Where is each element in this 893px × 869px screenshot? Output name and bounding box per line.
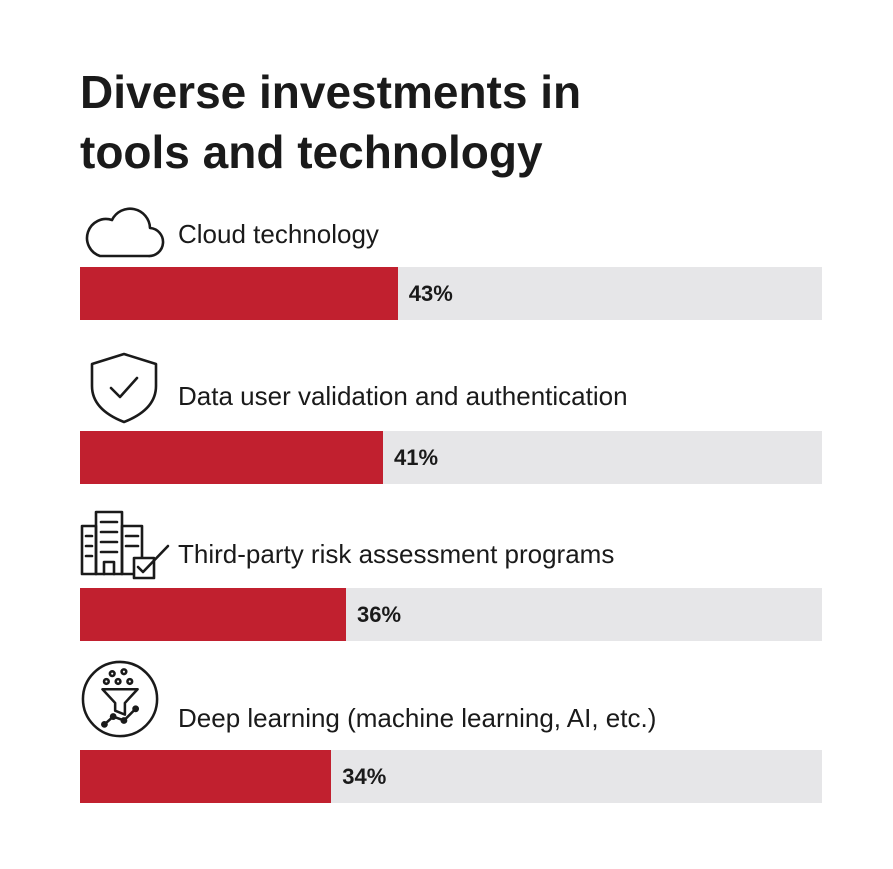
bar-value-label: 34% xyxy=(342,764,387,789)
bar-value-label: 43% xyxy=(408,281,453,306)
chart-title-line-1: Diverse investments in xyxy=(80,66,582,118)
bar-fill xyxy=(80,267,398,320)
cloud-icon xyxy=(80,198,168,268)
chart-title-line-2: tools and technology xyxy=(80,126,543,178)
bar-track: 43% xyxy=(80,267,822,320)
bar-track: 36% xyxy=(80,588,822,641)
bar-fill xyxy=(80,750,332,803)
chart-title: Diverse investments in tools and technol… xyxy=(80,62,820,182)
bar-item-deep-learning: Deep learning (machine learning, AI, etc… xyxy=(80,660,822,805)
bar-item-data-user-validation: Data user validation and authentication … xyxy=(80,350,822,484)
bar-label: Cloud technology xyxy=(178,219,379,249)
bar-item-cloud-technology: Cloud technology 43% xyxy=(80,198,822,320)
bar-value-label: 41% xyxy=(393,445,439,470)
bar-item-third-party-risk: Third-party risk assessment programs 36% xyxy=(80,508,822,642)
bar-track: 41% xyxy=(80,431,822,484)
shield-check-icon xyxy=(80,352,168,424)
bar-fill xyxy=(80,588,347,641)
bar-fill xyxy=(80,431,383,484)
bar-value-label: 36% xyxy=(357,602,402,627)
bar-label: Third-party risk assessment programs xyxy=(178,539,615,569)
bar-track: 34% xyxy=(80,750,822,803)
bar-label: Data user validation and authentication xyxy=(178,381,628,411)
funnel-data-icon xyxy=(80,660,162,740)
buildings-checkbox-icon xyxy=(80,510,170,580)
bar-label: Deep learning (machine learning, AI, etc… xyxy=(178,703,657,733)
